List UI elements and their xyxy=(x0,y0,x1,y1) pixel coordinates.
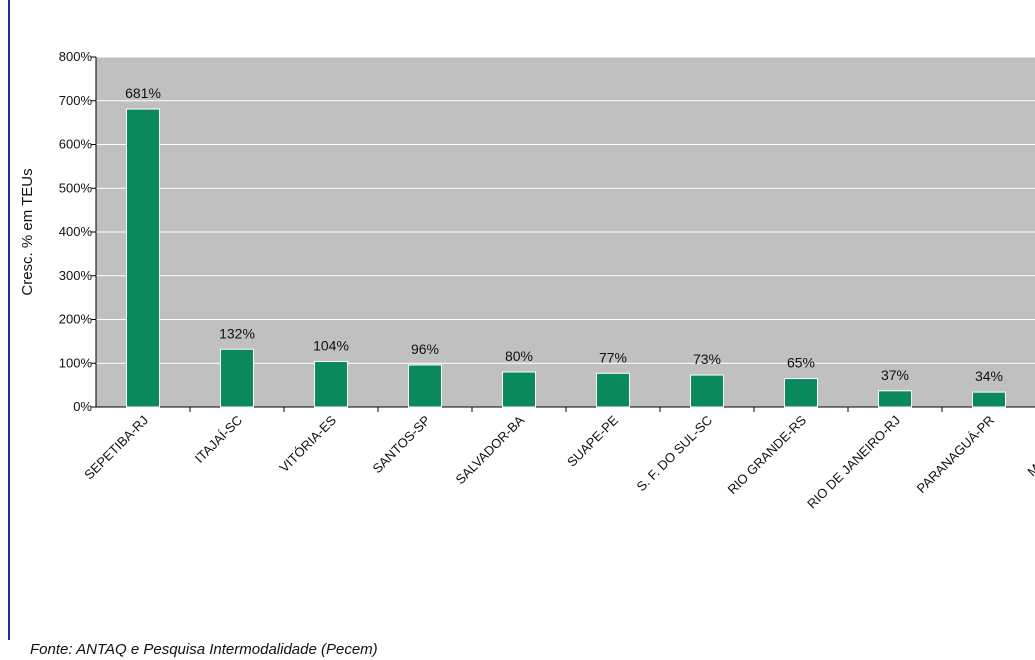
data-label: 37% xyxy=(881,367,909,383)
data-label: 73% xyxy=(693,351,721,367)
bar[interactable] xyxy=(690,374,724,408)
x-tick-label: RIO GRANDE-RS xyxy=(724,412,809,497)
data-label: 104% xyxy=(313,338,349,354)
bar[interactable] xyxy=(220,348,254,408)
data-label: 77% xyxy=(599,349,627,365)
bar[interactable] xyxy=(878,390,912,408)
bar[interactable] xyxy=(314,361,348,408)
data-label: 65% xyxy=(787,355,815,371)
left-border-line xyxy=(8,0,10,640)
y-axis-label: Cresc. % em TEUs xyxy=(19,168,36,295)
bar[interactable] xyxy=(502,371,536,408)
bar[interactable] xyxy=(972,391,1006,408)
y-tick-label: 300% xyxy=(59,268,93,283)
data-label: 132% xyxy=(219,325,255,341)
x-tick-label: PARANAGUÁ-PR xyxy=(914,413,997,496)
x-tick-label: SUAPE-PE xyxy=(564,412,621,469)
x-tick-label: MANAUS-AM xyxy=(1024,413,1035,480)
y-tick-label: 100% xyxy=(59,355,93,370)
bar[interactable] xyxy=(126,108,160,408)
data-label: 80% xyxy=(505,348,533,364)
x-tick-label: SALVADOR-BA xyxy=(452,412,527,487)
x-tick-label: RIO DE JANEIRO-RJ xyxy=(804,413,903,512)
y-tick-label: 500% xyxy=(59,180,93,195)
data-label: 681% xyxy=(125,85,161,101)
source-note: Fonte: ANTAQ e Pesquisa Intermodalidade … xyxy=(30,641,378,658)
y-tick-label: 200% xyxy=(59,312,93,327)
y-tick-label: 400% xyxy=(59,224,93,239)
plot-area: 0% 100% 200% 300% 400% 500% 600% 700% 800% 681% SE… xyxy=(59,49,1035,511)
x-tick-label: VITÓRIA-ES xyxy=(276,412,339,475)
data-label: 96% xyxy=(411,341,439,357)
x-tick-label: S. F. DO SUL-SC xyxy=(634,413,716,495)
bar[interactable] xyxy=(596,372,630,408)
data-label: 34% xyxy=(975,368,1003,384)
y-tick-label: 0% xyxy=(73,399,92,414)
y-tick-label: 700% xyxy=(59,93,93,108)
x-tick-label: SEPETIBA-RJ xyxy=(81,413,151,483)
y-tick-label: 800% xyxy=(59,49,93,64)
y-tick-label: 600% xyxy=(59,137,93,152)
bar[interactable] xyxy=(784,378,818,408)
x-tick-label: SANTOS-SP xyxy=(370,413,434,477)
bar[interactable] xyxy=(408,364,442,408)
x-tick-label: ITAJAÍ-SC xyxy=(192,413,245,466)
